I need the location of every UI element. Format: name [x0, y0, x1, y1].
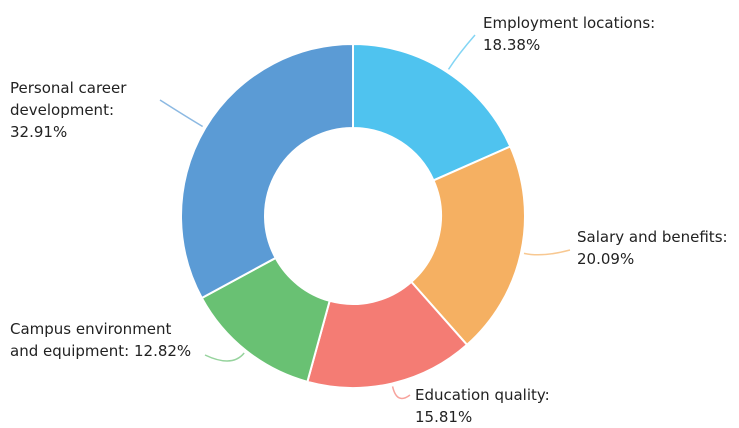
leader-line — [204, 352, 245, 362]
donut-segment — [180, 42, 354, 300]
leader-line — [159, 99, 204, 128]
donut-segment — [352, 42, 512, 182]
data-label: Education quality: 15.81% — [415, 386, 550, 426]
leader-line — [447, 34, 476, 70]
data-label: Salary and benefits: 20.09% — [577, 228, 728, 268]
data-label: Campus environment and equipment: 12.82% — [10, 320, 192, 360]
data-label: Employment locations: 18.38% — [483, 14, 656, 54]
donut-segment — [409, 145, 526, 347]
leader-line — [391, 386, 411, 400]
leader-line — [523, 249, 571, 256]
data-label: Personal career development: 32.91% — [10, 79, 127, 141]
